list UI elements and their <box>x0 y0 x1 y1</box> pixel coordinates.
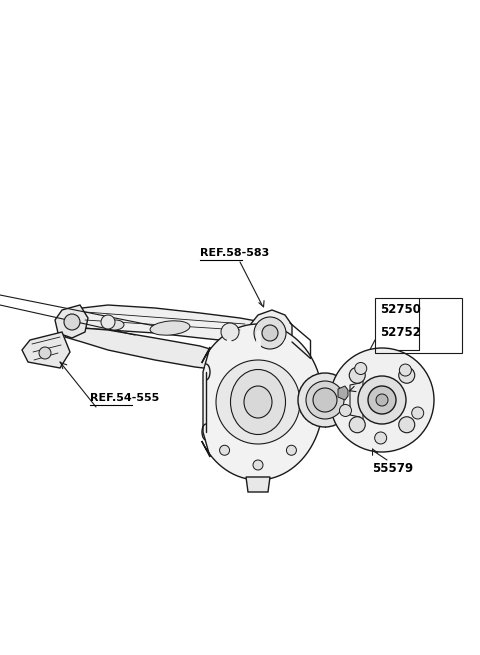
Text: REF.54-555: REF.54-555 <box>90 393 159 403</box>
Polygon shape <box>65 328 235 370</box>
Circle shape <box>358 376 406 424</box>
Circle shape <box>330 348 434 452</box>
Ellipse shape <box>150 321 190 335</box>
Circle shape <box>253 460 263 470</box>
Polygon shape <box>55 305 88 338</box>
Polygon shape <box>350 378 363 422</box>
Circle shape <box>349 367 365 383</box>
Circle shape <box>368 386 396 414</box>
Ellipse shape <box>244 386 272 418</box>
Circle shape <box>262 325 278 341</box>
Circle shape <box>221 323 239 341</box>
Circle shape <box>399 417 415 433</box>
Polygon shape <box>338 386 348 400</box>
Text: 52750: 52750 <box>380 303 421 316</box>
Circle shape <box>376 394 388 406</box>
Circle shape <box>313 388 337 412</box>
Circle shape <box>399 367 415 383</box>
Circle shape <box>375 432 387 444</box>
Text: 55579: 55579 <box>372 462 413 475</box>
Circle shape <box>298 373 352 427</box>
Polygon shape <box>246 477 270 492</box>
Circle shape <box>101 315 115 329</box>
Circle shape <box>306 381 344 419</box>
Circle shape <box>412 407 424 419</box>
Polygon shape <box>202 324 323 480</box>
Circle shape <box>216 360 300 444</box>
Ellipse shape <box>230 369 286 434</box>
Circle shape <box>64 314 80 330</box>
Circle shape <box>399 364 411 376</box>
Polygon shape <box>248 310 292 355</box>
Polygon shape <box>22 332 70 368</box>
Circle shape <box>39 347 51 359</box>
Circle shape <box>219 445 229 455</box>
Bar <box>375 298 462 353</box>
Circle shape <box>254 317 286 349</box>
Circle shape <box>339 405 351 417</box>
Circle shape <box>349 417 365 433</box>
Ellipse shape <box>106 320 124 330</box>
Text: REF.58-583: REF.58-583 <box>200 248 269 258</box>
Text: 52752: 52752 <box>380 326 421 339</box>
Circle shape <box>287 445 297 455</box>
Circle shape <box>355 362 367 375</box>
Polygon shape <box>65 305 272 343</box>
